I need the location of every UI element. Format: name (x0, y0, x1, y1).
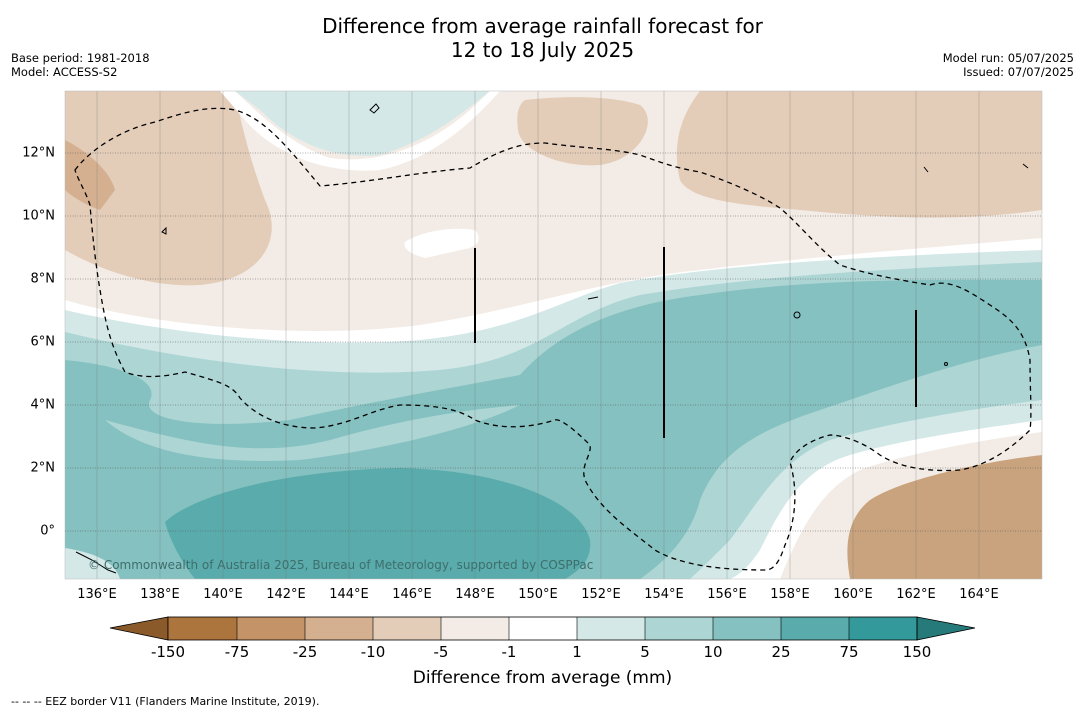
patch-north-teal (235, 91, 490, 156)
cb-tick-neg1: -1 (501, 643, 517, 661)
x-tick-158e: 158°E (770, 587, 810, 602)
x-tick-160e: 160°E (833, 587, 873, 602)
patch-white-mid (404, 228, 479, 258)
colorbar-label: Difference from average (mm) (412, 668, 673, 688)
colorbar (109, 616, 976, 641)
y-tick-8n: 8°N (30, 271, 56, 287)
island-markers (75, 103, 1029, 574)
x-tick-150e: 150°E (518, 587, 558, 602)
x-tick-154e: 154°E (644, 587, 684, 602)
model-name: Model: ACCESS-S2 (11, 65, 118, 79)
colorbar-seg-4 (373, 617, 441, 640)
x-tick-138e: 138°E (140, 587, 180, 602)
x-tick-142e: 142°E (266, 587, 306, 602)
colorbar-seg-1 (168, 617, 237, 640)
x-tick-144e: 144°E (329, 587, 369, 602)
cb-tick-neg25: -25 (292, 643, 318, 661)
patch-east-tan (676, 91, 1042, 218)
colorbar-seg-10 (781, 617, 849, 640)
y-tick-6n: 6°N (30, 334, 56, 350)
colorbar-seg-2 (237, 617, 305, 640)
x-tick-164e: 164°E (959, 587, 999, 602)
colorbar-seg-8 (645, 617, 713, 640)
cb-tick-10: 10 (703, 643, 723, 661)
cb-tick-neg10: -10 (360, 643, 386, 661)
x-tick-136e: 136°E (77, 587, 117, 602)
colorbar-seg-11 (849, 617, 917, 640)
map-title-line1: Difference from average rainfall forecas… (322, 14, 763, 38)
cb-tick-25: 25 (771, 643, 791, 661)
eez-border (74, 107, 1032, 571)
colorbar-arrow-low (109, 616, 169, 641)
band-75-150 (165, 468, 591, 579)
band-light-south (105, 405, 520, 461)
band-east-tan (847, 455, 1042, 579)
latitude-gridlines (65, 152, 1042, 532)
cb-tick-75: 75 (839, 643, 859, 661)
patch-west-dark (65, 140, 115, 210)
copyright-notice: © Commonwealth of Australia 2025, Bureau… (88, 558, 594, 572)
colorbar-seg-7 (577, 617, 645, 640)
y-tick-0: 0° (40, 523, 55, 539)
colorbar-seg-6 (509, 617, 577, 640)
map-frame (64, 90, 1043, 580)
colorbar-seg-9 (713, 617, 781, 640)
cb-tick-1: 1 (572, 643, 582, 661)
patch-center-tan (517, 97, 648, 166)
colorbar-seg-5 (441, 617, 509, 640)
longitude-gridlines (96, 91, 980, 579)
cb-tick-neg150: -150 (150, 643, 186, 661)
band-sw-pale (65, 548, 120, 579)
map-title-line2: 12 to 18 July 2025 (450, 38, 635, 62)
y-tick-2n: 2°N (30, 460, 56, 476)
cb-tick-5: 5 (640, 643, 650, 661)
meta-right: Model run: 05/07/2025 Issued: 07/07/2025 (943, 51, 1074, 79)
colorbar-arrow-high (916, 616, 976, 641)
x-tick-152e: 152°E (581, 587, 621, 602)
model-run: Model run: 05/07/2025 (942, 51, 1074, 65)
x-tick-156e: 156°E (707, 587, 747, 602)
map-field (65, 91, 1042, 579)
x-tick-148e: 148°E (455, 587, 495, 602)
base-period: Base period: 1981-2018 (11, 51, 150, 65)
eez-footnote: -- -- -- EEZ border V11 (Flanders Marine… (11, 695, 320, 708)
y-tick-4n: 4°N (30, 397, 56, 413)
x-tick-146e: 146°E (392, 587, 432, 602)
colorbar-seg-3 (305, 617, 373, 640)
meta-left: Base period: 1981-2018 Model: ACCESS-S2 (11, 51, 150, 79)
cb-tick-150: 150 (902, 643, 932, 661)
cb-tick-neg5: -5 (433, 643, 449, 661)
y-tick-10n: 10°N (22, 208, 55, 224)
patch-west-tan (65, 91, 272, 286)
x-tick-140e: 140°E (203, 587, 243, 602)
issued-date: Issued: 07/07/2025 (963, 65, 1074, 79)
cb-tick-neg75: -75 (224, 643, 250, 661)
x-tick-162e: 162°E (896, 587, 936, 602)
y-tick-12n: 12°N (22, 145, 55, 161)
